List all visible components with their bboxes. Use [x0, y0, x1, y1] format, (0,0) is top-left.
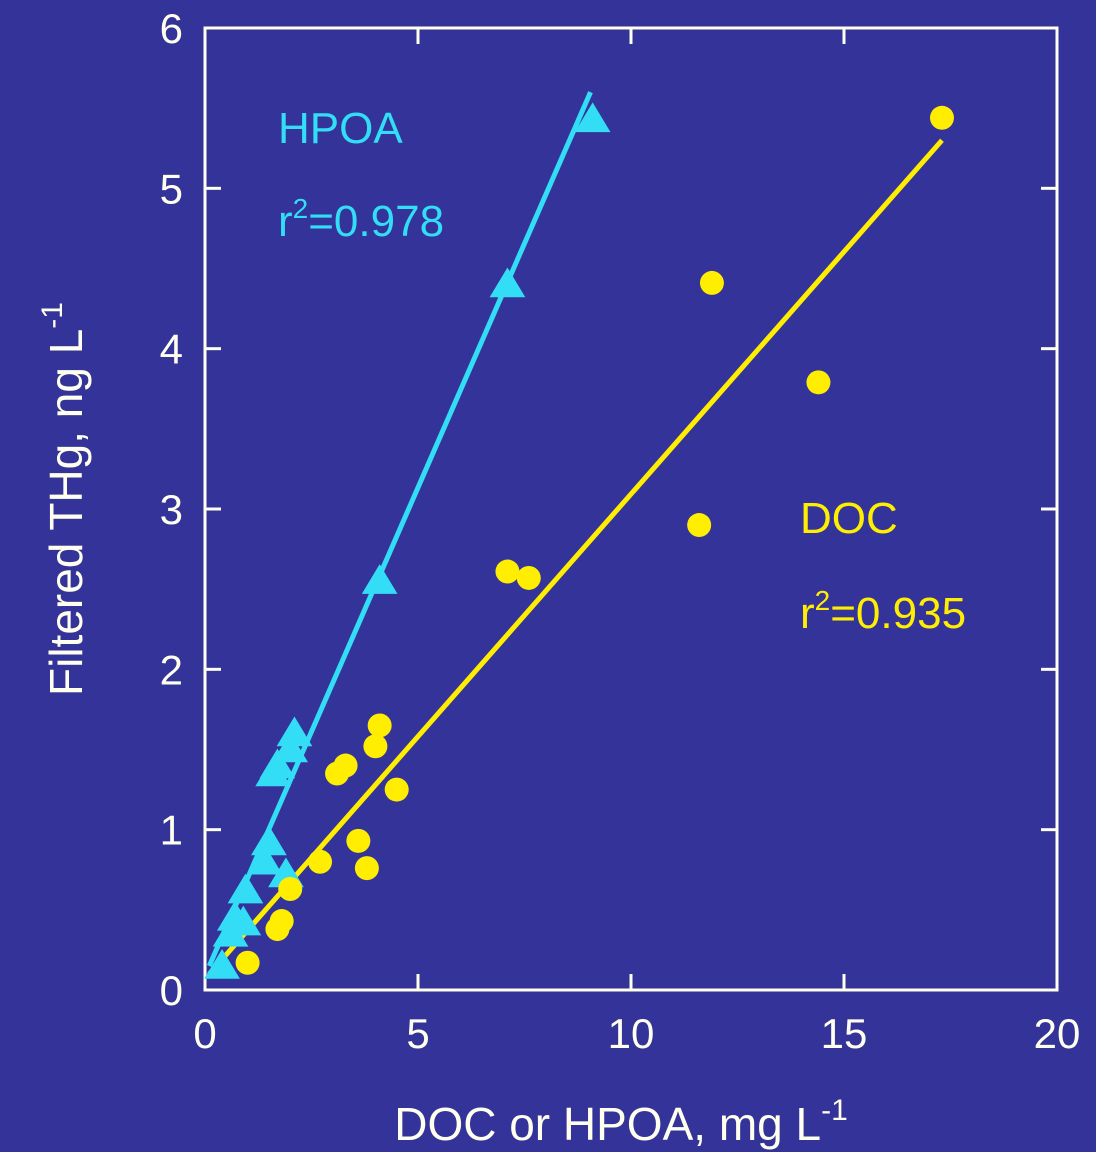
doc-r2-superscript: 2 [815, 585, 831, 616]
hpoa-point [276, 716, 313, 747]
x-tick-label: 5 [406, 1010, 429, 1057]
doc-fit-line [207, 138, 944, 976]
y-tick-label: 4 [160, 326, 183, 373]
axis-ticks [203, 26, 1059, 992]
doc-point [806, 370, 831, 395]
y-tick-label: 0 [160, 967, 183, 1014]
hpoa-r2-label: r2=0.978 [278, 193, 444, 246]
y-axis-title-superscript: -1 [36, 302, 69, 329]
hpoa-point [272, 732, 309, 763]
doc-point [699, 270, 724, 295]
doc-point [308, 849, 333, 874]
hpoa-r2-value: =0.978 [308, 197, 444, 246]
doc-point [929, 105, 954, 130]
doc-r2-prefix: r [800, 589, 815, 638]
x-tick-label: 10 [608, 1010, 655, 1057]
doc-point [495, 559, 520, 584]
doc-point [235, 950, 260, 975]
x-tick-label: 15 [821, 1010, 868, 1057]
doc-r2-label: r2=0.935 [800, 585, 966, 638]
y-tick-label: 5 [160, 165, 183, 212]
hpoa-point [204, 948, 240, 979]
hpoa-series-label: HPOA [278, 104, 403, 153]
doc-r2-value: =0.935 [830, 589, 966, 638]
hpoa-point [259, 748, 296, 779]
doc-point [367, 713, 392, 738]
y-tick-label: 3 [160, 486, 183, 533]
x-tick-label: 0 [193, 1010, 216, 1057]
hpoa-point [574, 102, 611, 133]
doc-point [354, 856, 379, 881]
x-axis-title: DOC or HPOA, mg L-1 [394, 1094, 848, 1150]
doc-point [278, 876, 303, 901]
doc-point [384, 777, 409, 802]
hpoa-point [246, 844, 283, 875]
y-tick-label: 6 [160, 5, 183, 52]
y-axis-title-text: Filtered THg, ng L [40, 329, 92, 696]
hpoa-point [251, 825, 287, 856]
hpoa-point [489, 267, 526, 298]
hpoa-r2-prefix: r [278, 197, 293, 246]
plot-frame [203, 26, 1059, 992]
hpoa-fit-line [206, 91, 593, 967]
y-tick-label: 1 [160, 807, 183, 854]
hpoa-point [227, 873, 264, 904]
data-points [204, 102, 954, 979]
hpoa-point [225, 905, 262, 936]
doc-point [516, 565, 541, 590]
doc-point [333, 753, 358, 778]
hpoa-r2-superscript: 2 [293, 193, 309, 224]
x-tick-label: 20 [1034, 1010, 1081, 1057]
doc-point [363, 734, 388, 759]
doc-point [346, 828, 371, 853]
x-axis-title-superscript: -1 [821, 1094, 848, 1127]
doc-point [269, 909, 294, 934]
x-axis-title-text: DOC or HPOA, mg L [394, 1098, 821, 1150]
fit-lines [206, 91, 944, 976]
y-axis-title: Filtered THg, ng L-1 [36, 302, 92, 696]
doc-point [687, 513, 712, 538]
hpoa-point [361, 564, 398, 594]
tick-labels: 0 5 10 15 20 0 1 2 3 4 5 6 [160, 5, 1081, 1057]
y-tick-label: 2 [160, 646, 183, 693]
doc-series-label: DOC [800, 494, 898, 543]
